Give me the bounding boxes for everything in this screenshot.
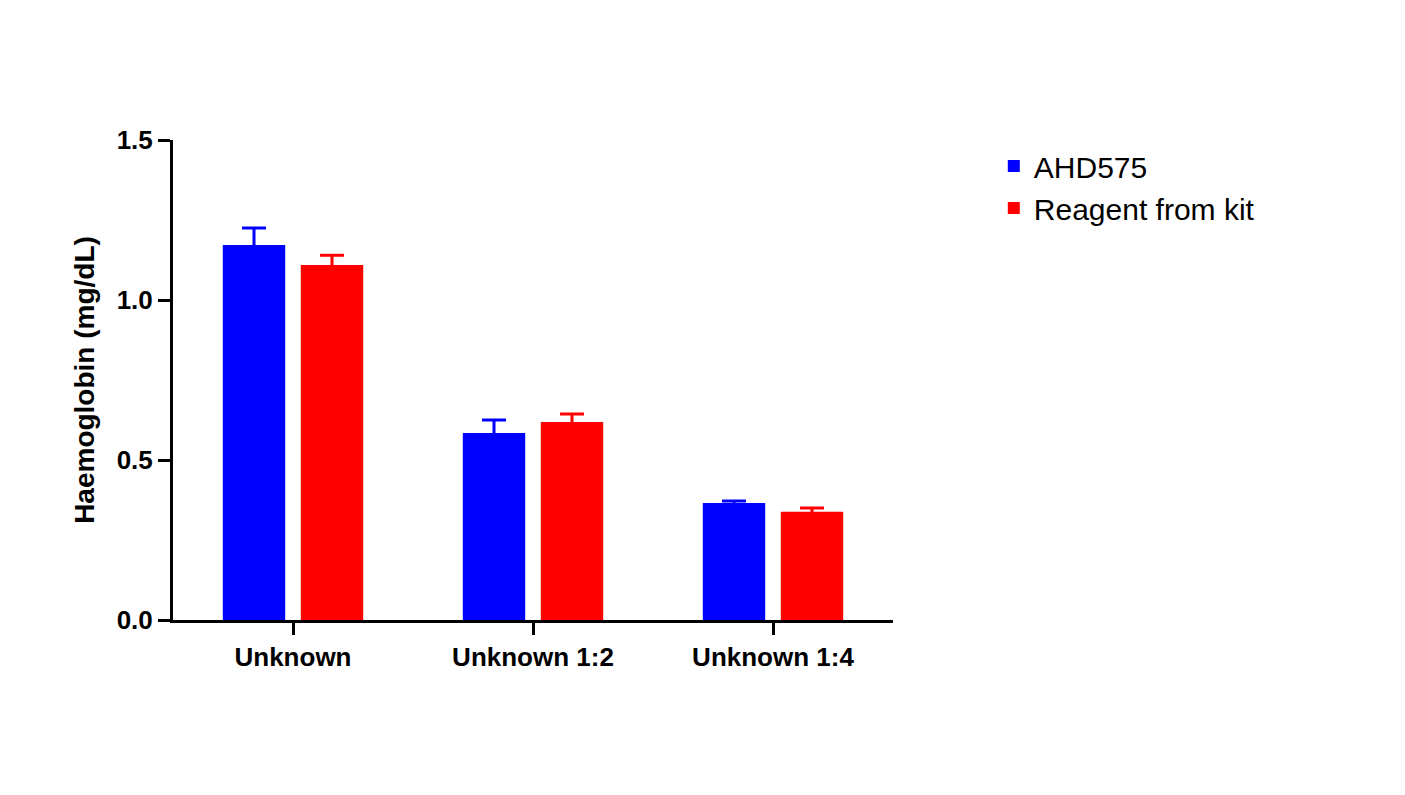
svg-text:1.0: 1.0 [117,285,153,315]
svg-text:Reagent from kit: Reagent from kit [1034,193,1255,226]
svg-text:1.5: 1.5 [117,125,153,155]
svg-text:0.5: 0.5 [117,445,153,475]
svg-text:0.0: 0.0 [117,605,153,635]
svg-text:AHD575: AHD575 [1034,151,1147,184]
svg-text:Unknown 1:4: Unknown 1:4 [692,642,854,672]
svg-text:Unknown: Unknown [235,642,352,672]
svg-text:Unknown 1:2: Unknown 1:2 [452,642,614,672]
svg-text:Haemoglobin (mg/dL): Haemoglobin (mg/dL) [69,236,100,524]
